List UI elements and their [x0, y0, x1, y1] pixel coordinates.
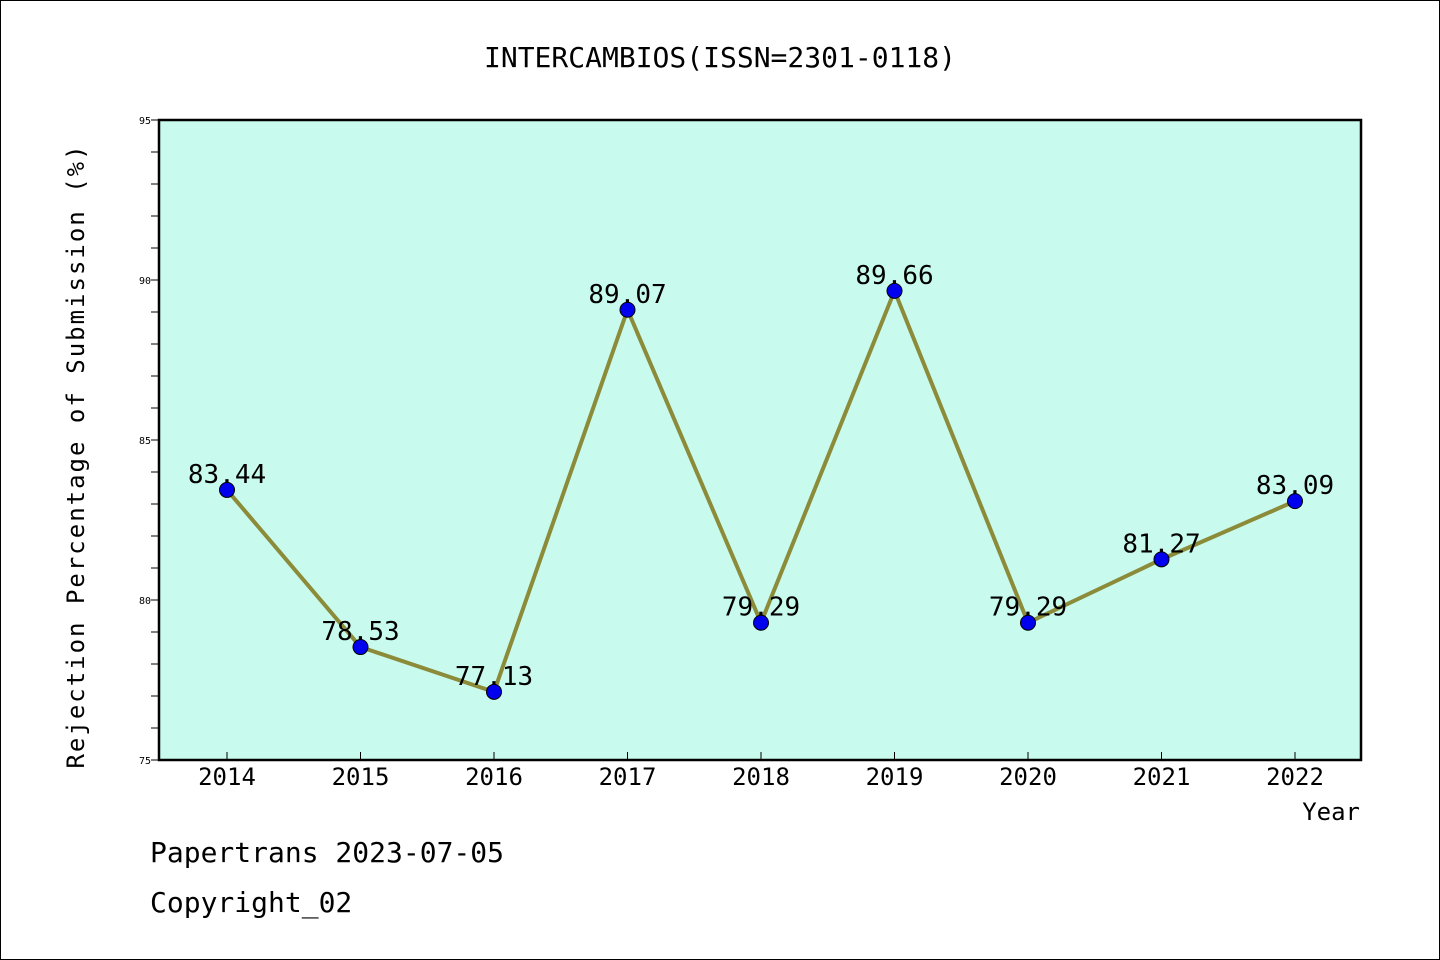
x-tick-label: 2022 [1266, 763, 1324, 791]
data-point [486, 683, 502, 700]
x-tick-label: 2016 [465, 763, 523, 791]
x-tick-label: 2017 [599, 763, 657, 791]
footer-date: Papertrans 2023-07-05 [150, 836, 505, 869]
data-label: 83.44 [188, 460, 266, 490]
data-point [1153, 551, 1170, 568]
data-label-group: 83.44 78.53 77.13 89.07 79.29 89.66 79.29 81.27… [188, 261, 1334, 692]
x-axis-ticks: 2014 2015 2016 2017 2018 2019 2020 2021 2022 [198, 752, 1324, 791]
x-tick-label: 2018 [732, 763, 790, 791]
x-tick-label: 2015 [332, 763, 390, 791]
data-point [352, 639, 369, 656]
data-point [619, 301, 636, 318]
plot-area [157, 118, 1363, 762]
data-point [886, 282, 903, 299]
data-point [1287, 493, 1303, 510]
y-tick-label: 95 [139, 116, 151, 127]
chart-title: INTERCAMBIOS(ISSN=2301-0118) [484, 41, 956, 74]
data-point [1020, 614, 1036, 631]
footer-copyright: Copyright_02 [150, 886, 353, 919]
y-tick-label: 80 [139, 596, 151, 607]
data-point [753, 614, 769, 631]
data-label: 89.07 [588, 280, 666, 310]
y-axis-label: Rejection Percentage of Submission (%) [62, 143, 90, 768]
marker-group [219, 282, 1303, 700]
x-axis-label: Year [1302, 798, 1360, 826]
y-tick-label: 85 [139, 436, 151, 447]
y-axis-ticks: 75 80 85 90 95 [139, 116, 159, 767]
x-tick-label: 2014 [198, 763, 256, 791]
data-label: 79.29 [722, 593, 800, 623]
x-tick-label: 2021 [1133, 763, 1191, 791]
data-label: 77.13 [455, 662, 533, 692]
data-label: 89.66 [855, 261, 933, 291]
x-tick-label: 2020 [999, 763, 1057, 791]
data-label: 78.53 [321, 617, 399, 647]
x-tick-label: 2019 [866, 763, 924, 791]
y-tick-label: 75 [139, 756, 151, 767]
y-tick-label: 90 [139, 276, 151, 287]
data-point [219, 481, 235, 498]
data-label: 81.27 [1122, 529, 1200, 559]
data-label: 83.09 [1256, 471, 1334, 501]
data-label: 79.29 [989, 593, 1067, 623]
